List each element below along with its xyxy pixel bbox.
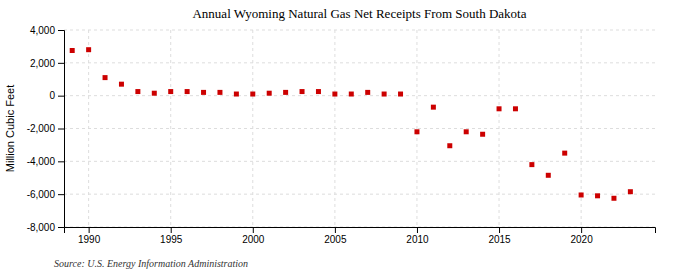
point — [562, 151, 567, 156]
point — [267, 91, 272, 96]
grid-line-x — [416, 30, 417, 227]
grid-line-x — [170, 30, 171, 227]
point — [86, 47, 91, 52]
tick: -4,000 — [27, 156, 64, 167]
annotation: Source: U.S. Energy Information Administ… — [54, 258, 248, 269]
tick-mark — [499, 227, 500, 233]
tick: 2010 — [406, 227, 429, 245]
tick-label: 4,000 — [30, 25, 55, 36]
tick-label: -2,000 — [27, 123, 56, 134]
point — [529, 162, 534, 167]
point — [316, 89, 321, 94]
grid-line-x — [499, 30, 500, 227]
tick: 2000 — [242, 227, 265, 245]
tick-label: -4,000 — [27, 156, 56, 167]
point — [398, 92, 403, 97]
point — [447, 143, 452, 148]
points — [70, 47, 633, 201]
point — [70, 48, 75, 53]
tick-mark — [253, 227, 254, 233]
tick: -6,000 — [27, 189, 64, 200]
plot-area: 1990 1995 2000 2005 2010 2015 2020 -8,000 -6,000… — [27, 25, 656, 245]
point — [234, 92, 239, 97]
tick-label: 1990 — [78, 234, 101, 245]
point — [414, 129, 419, 134]
tick-mark — [58, 194, 64, 195]
grid-line-x — [334, 30, 335, 227]
point — [119, 82, 124, 87]
tick: -8,000 — [27, 222, 64, 233]
tick-label: -6,000 — [27, 189, 56, 200]
tick-label: 2020 — [571, 234, 594, 245]
tick: 2,000 — [30, 58, 64, 69]
point — [611, 196, 616, 201]
point — [201, 90, 206, 95]
grid-line-x — [88, 30, 89, 227]
tick-mark — [58, 63, 64, 64]
grid-line-y — [64, 62, 655, 63]
tick-label: 2000 — [242, 234, 265, 245]
point — [382, 92, 387, 97]
point — [497, 106, 502, 111]
grid-line-x — [252, 30, 253, 227]
point — [300, 89, 305, 94]
tick-label: 2010 — [406, 234, 429, 245]
title: Annual Wyoming Natural Gas Net Receipts … — [192, 6, 526, 21]
point — [168, 89, 173, 94]
tick: 0 — [49, 90, 64, 101]
tick: 4,000 — [30, 25, 64, 36]
tick-mark — [58, 227, 64, 228]
tick-mark — [335, 227, 336, 233]
point — [579, 192, 584, 197]
point — [513, 106, 518, 111]
point — [464, 129, 469, 134]
axis-line — [65, 228, 656, 234]
tick: 2005 — [324, 227, 347, 245]
grid-line-y — [64, 194, 655, 195]
y-axis: -8,000 -6,000 -4,000 -2,000 0 2,000 4,000 — [27, 25, 65, 233]
tick: -2,000 — [27, 123, 64, 134]
point — [152, 91, 157, 96]
axis-line — [58, 31, 65, 228]
point — [365, 90, 370, 95]
tick-label: 2,000 — [30, 58, 55, 69]
point — [185, 89, 190, 94]
point — [546, 173, 551, 178]
tick: 2015 — [488, 227, 511, 245]
grid-line-y — [64, 128, 655, 129]
point — [283, 90, 288, 95]
tick-label: 2005 — [324, 234, 347, 245]
tick-label: 1995 — [160, 234, 183, 245]
grid-line-y — [64, 30, 655, 31]
chart: 1990 1995 2000 2005 2010 2015 2020 -8,000 -6,000… — [0, 0, 675, 275]
tick-mark — [58, 96, 64, 97]
tick-label: 0 — [49, 90, 55, 101]
point — [332, 92, 337, 97]
x-axis: 1990 1995 2000 2005 2010 2015 2020 — [65, 227, 656, 245]
tick: 1995 — [160, 227, 183, 245]
tick: 2020 — [571, 227, 594, 245]
point — [480, 132, 485, 137]
tick-mark — [417, 227, 418, 233]
tick-mark — [581, 227, 582, 233]
grid-line-y — [64, 161, 655, 162]
point — [628, 189, 633, 194]
tick: 1990 — [78, 227, 101, 245]
point — [103, 75, 108, 80]
tick-mark — [58, 161, 64, 162]
point — [595, 193, 600, 198]
point — [250, 92, 255, 97]
point — [349, 92, 354, 97]
tick-label: 2015 — [488, 234, 511, 245]
tick-mark — [171, 227, 172, 233]
point — [217, 90, 222, 95]
tick-mark — [89, 227, 90, 233]
tick-label: -8,000 — [27, 222, 56, 233]
tick-mark — [58, 30, 64, 31]
point — [135, 89, 140, 94]
point — [431, 105, 436, 110]
grid — [64, 30, 655, 227]
tick-mark — [58, 129, 64, 130]
y-axis-title: Million Cubic Feet — [4, 85, 16, 172]
